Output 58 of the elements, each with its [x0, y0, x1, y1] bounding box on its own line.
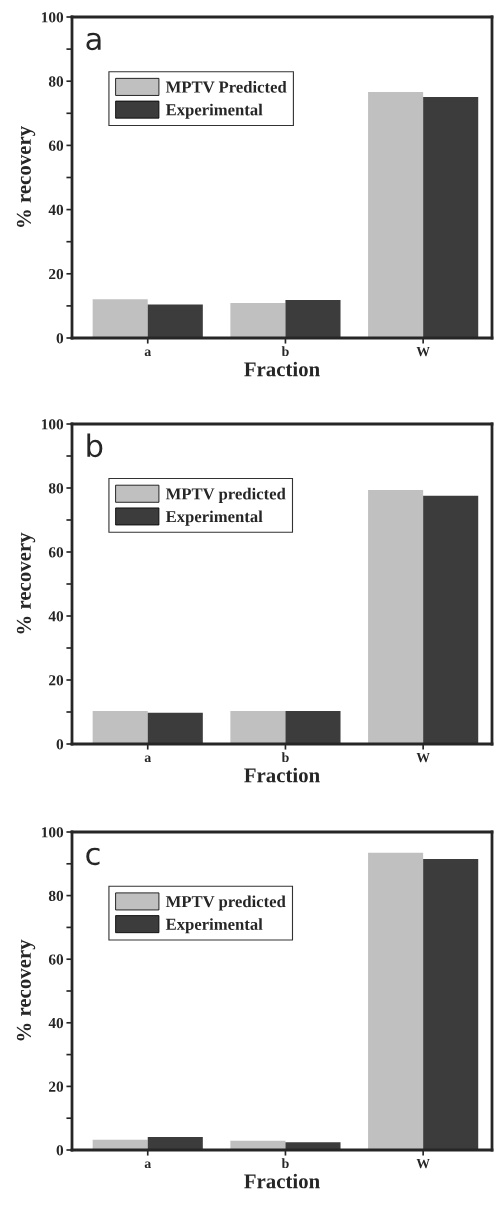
x-axis-title: Fraction — [244, 1173, 320, 1189]
x-tick-label: a — [144, 755, 151, 763]
x-tick-label: a — [144, 1161, 151, 1169]
y-tick-label: 80 — [48, 483, 64, 494]
bar — [368, 852, 424, 1150]
legend-label: MPTV Predicted — [165, 80, 287, 93]
bar — [285, 1142, 341, 1150]
bar — [230, 303, 286, 338]
y-tick-label: 100 — [41, 12, 64, 23]
x-tick-label: b — [281, 1158, 289, 1169]
x-axis-title: Fraction — [244, 767, 320, 783]
y-tick-label: 0 — [56, 739, 64, 750]
bar — [147, 712, 203, 744]
legend-label: Experimental — [165, 918, 263, 934]
y-axis-title: % recovery — [16, 939, 36, 1041]
y-tick-label: 60 — [48, 547, 64, 558]
legend-label: Experimental — [165, 103, 263, 119]
bar — [285, 711, 341, 744]
bar — [230, 711, 286, 744]
y-tick-label: 20 — [49, 1081, 64, 1092]
y-tick-label: 20 — [49, 268, 64, 280]
y-axis-title: % recovery — [16, 126, 36, 227]
y-tick-label: 40 — [48, 204, 64, 216]
x-tick-label: b — [281, 346, 289, 357]
y-tick-label: 80 — [48, 76, 64, 87]
bar — [285, 300, 341, 338]
y-tick-label: 40 — [48, 611, 64, 622]
bar — [423, 96, 479, 338]
bar — [423, 495, 479, 744]
x-tick-label: W — [416, 346, 430, 357]
bar — [92, 299, 148, 338]
bar — [423, 859, 479, 1150]
legend-label: MPTV predicted — [165, 487, 286, 503]
bar — [368, 92, 424, 338]
annotation: b — [87, 433, 103, 458]
y-tick-label: 60 — [48, 140, 64, 151]
bar — [147, 304, 203, 338]
x-tick-label: W — [416, 1158, 430, 1169]
x-tick-label: b — [281, 752, 289, 763]
bar — [147, 1136, 203, 1150]
legend-label: MPTV predicted — [165, 895, 286, 911]
y-tick-label: 100 — [41, 419, 64, 430]
legend-label: Experimental — [165, 510, 263, 526]
y-tick-label: 20 — [49, 675, 64, 686]
bar — [368, 489, 424, 744]
y-tick-label: 60 — [48, 954, 64, 965]
y-tick-label: 40 — [48, 1017, 64, 1029]
y-tick-label: 100 — [41, 827, 64, 838]
x-axis-title: Fraction — [244, 361, 320, 377]
y-tick-label: 80 — [48, 890, 64, 902]
annotation: a — [86, 32, 101, 51]
annotation: c — [86, 847, 100, 866]
y-axis-title: % recovery — [16, 532, 36, 634]
y-tick-label: 0 — [56, 1145, 64, 1156]
x-tick-label: W — [416, 752, 430, 763]
y-tick-label: 0 — [56, 333, 64, 344]
bar — [92, 711, 148, 744]
x-tick-label: a — [144, 349, 151, 357]
